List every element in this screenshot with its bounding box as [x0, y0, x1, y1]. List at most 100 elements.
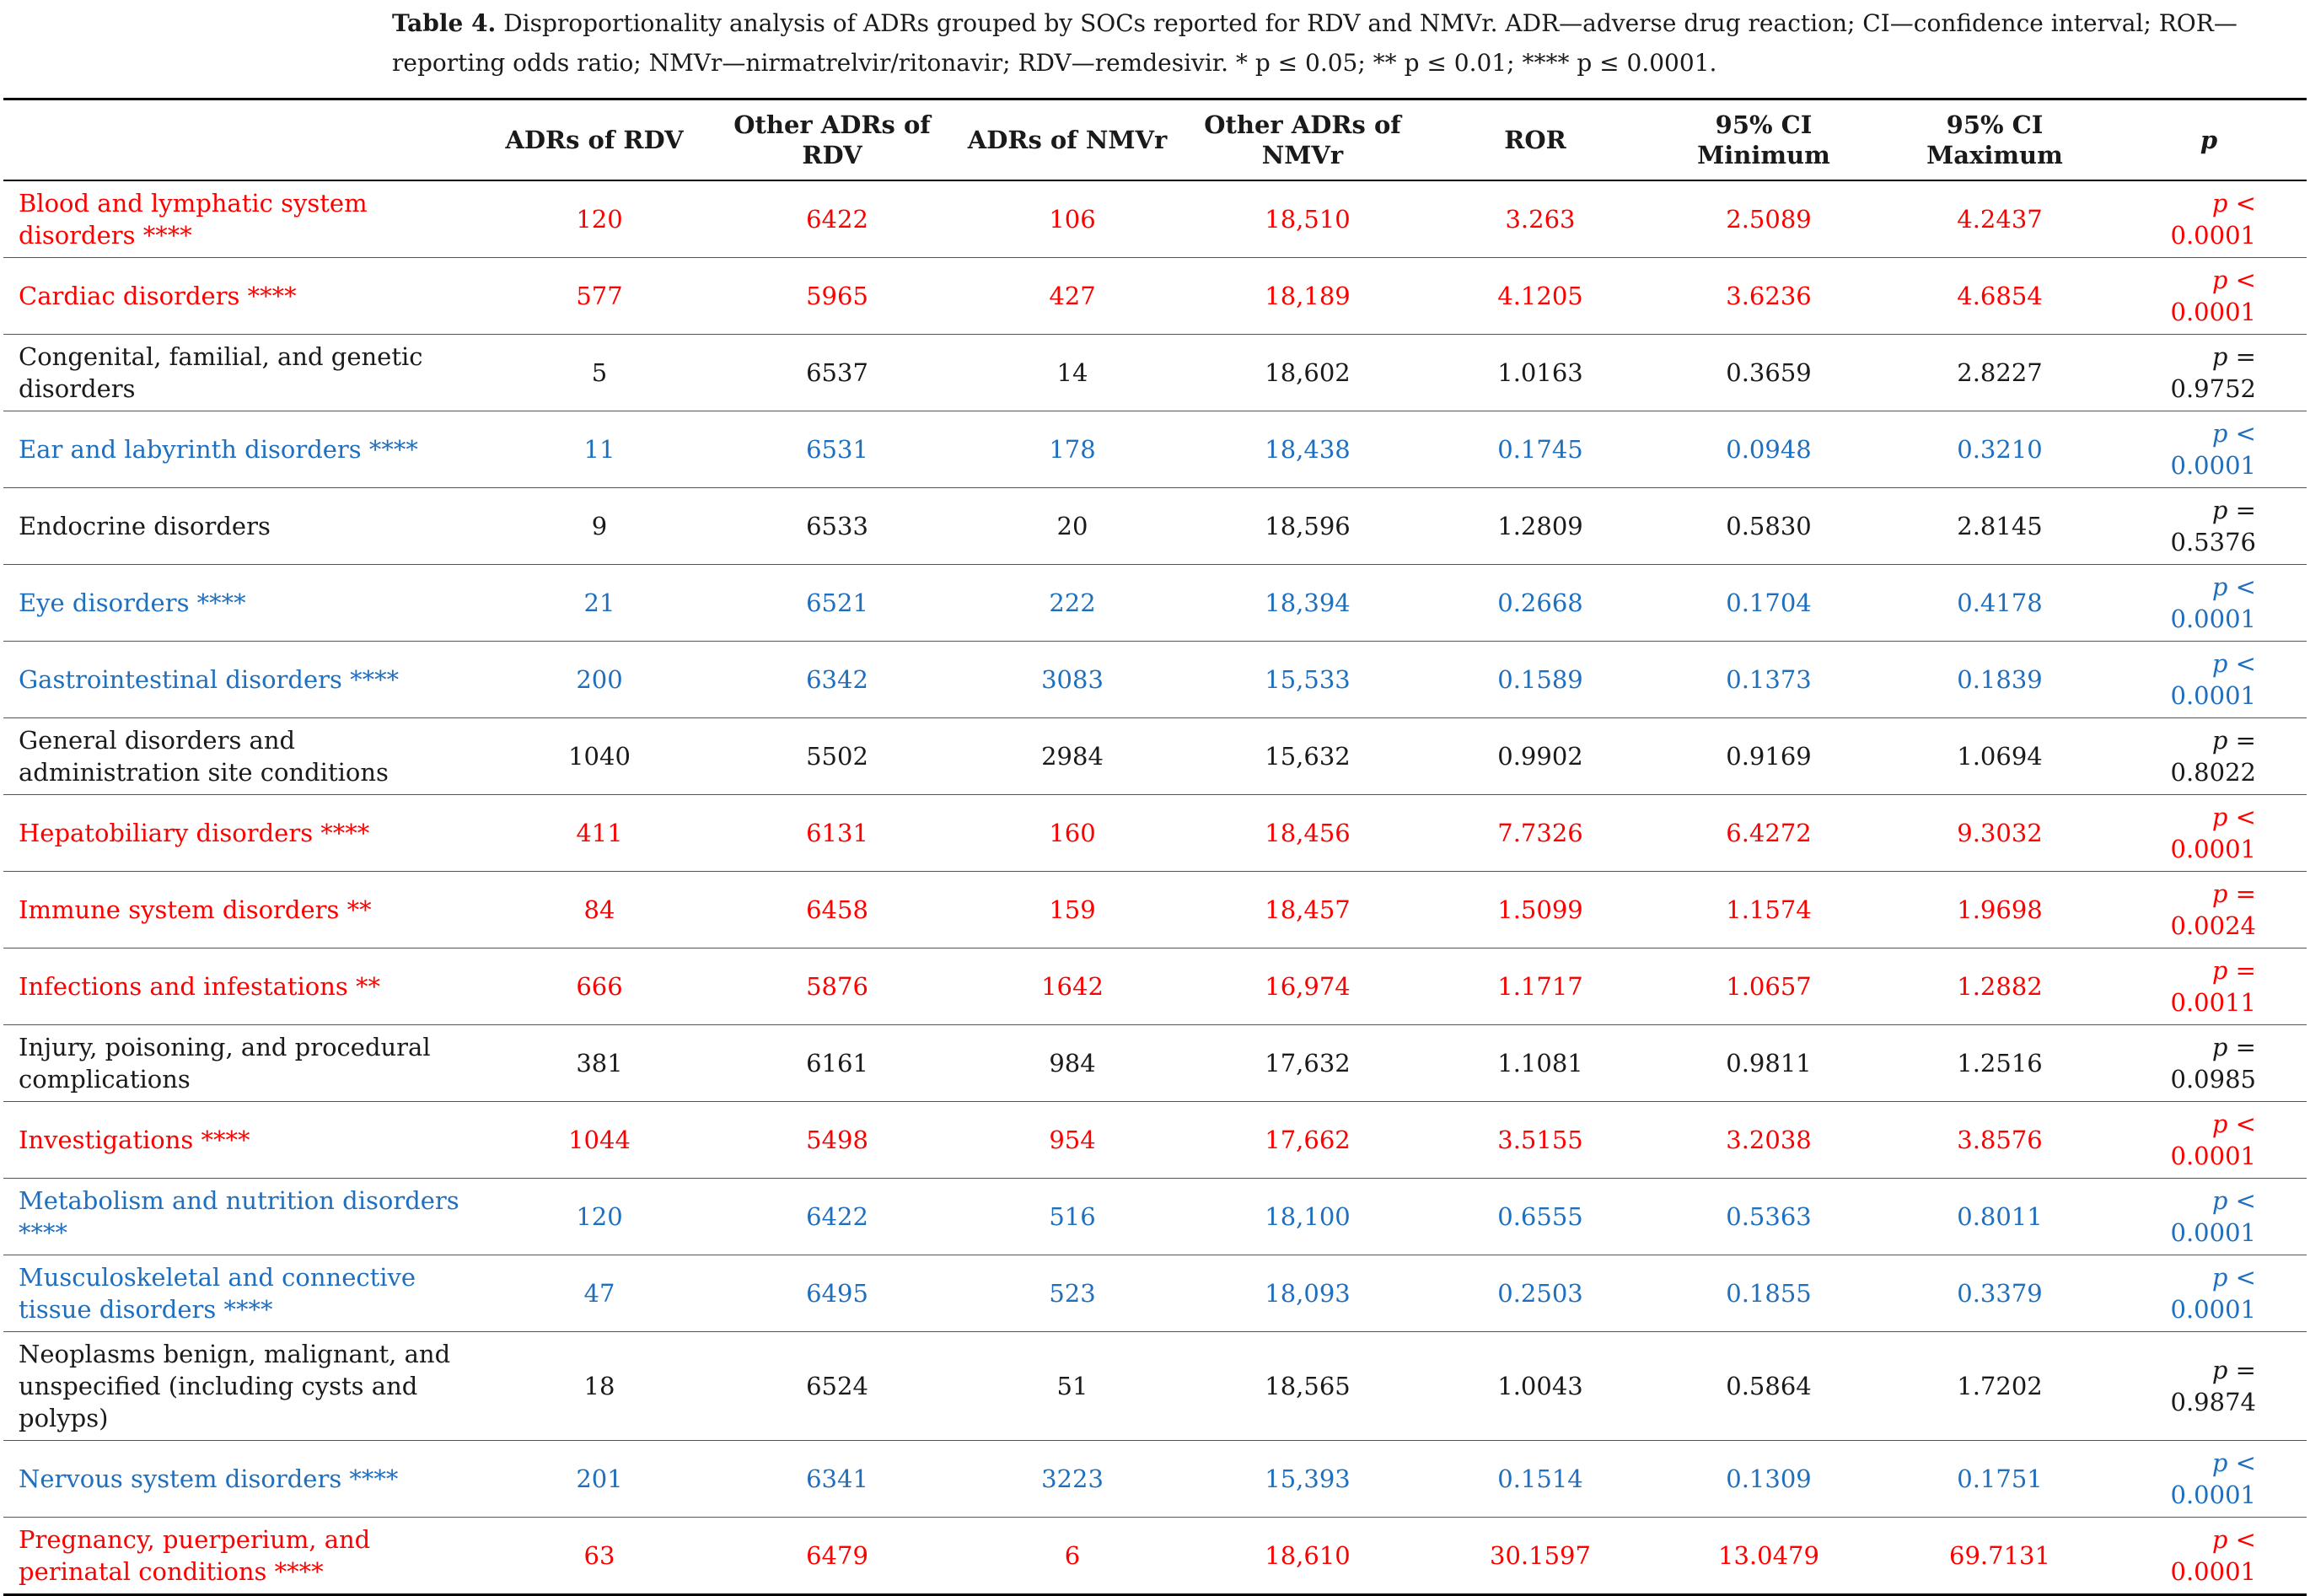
adrs-nmvr-cell: 159 [951, 872, 1184, 948]
ci-max-cell: 2.8145 [1878, 488, 2111, 565]
ci-max-cell: 0.3379 [1878, 1255, 2111, 1332]
ci-min-cell: 0.1373 [1649, 642, 1878, 718]
p-symbol: p [2212, 1110, 2228, 1138]
p-symbol: p [2212, 1525, 2228, 1554]
other-adrs-rdv-cell: 5498 [713, 1102, 951, 1179]
soc-cell: General disorders and administration sit… [3, 718, 475, 795]
other-adrs-rdv-cell: 6524 [713, 1332, 951, 1441]
ci-min-cell: 1.1574 [1649, 872, 1878, 948]
table-header: ADRs of RDV Other ADRs of RDV ADRs of NM… [3, 99, 2307, 181]
adrs-rdv-cell: 9 [475, 488, 713, 565]
adrs-rdv-cell: 5 [475, 335, 713, 411]
adrs-rdv-cell: 200 [475, 642, 713, 718]
other-adrs-nmvr-cell: 18,456 [1184, 795, 1421, 872]
caption-text: Disproportionality analysis of ADRs grou… [392, 9, 2237, 77]
ci-min-cell: 3.2038 [1649, 1102, 1878, 1179]
adrs-nmvr-cell: 3083 [951, 642, 1184, 718]
other-adrs-nmvr-cell: 18,100 [1184, 1179, 1421, 1255]
adrs-rdv-cell: 63 [475, 1518, 713, 1595]
other-adrs-nmvr-cell: 18,394 [1184, 565, 1421, 642]
adrs-nmvr-cell: 984 [951, 1025, 1184, 1102]
table-body: Blood and lymphatic system disorders ***… [3, 180, 2307, 1595]
adrs-rdv-cell: 201 [475, 1441, 713, 1518]
ci-max-cell: 0.8011 [1878, 1179, 2111, 1255]
ror-cell: 1.0163 [1421, 335, 1649, 411]
ci-max-cell: 0.1839 [1878, 642, 2111, 718]
soc-cell: Neoplasms benign, malignant, and unspeci… [3, 1332, 475, 1441]
p-symbol: p [2212, 266, 2228, 294]
p-value-cell: p < 0.0001 [2111, 180, 2307, 258]
adrs-rdv-cell: 11 [475, 411, 713, 488]
other-adrs-nmvr-cell: 18,457 [1184, 872, 1421, 948]
ci-max-cell: 0.3210 [1878, 411, 2111, 488]
other-adrs-rdv-cell: 6537 [713, 335, 951, 411]
ci-min-cell: 0.0948 [1649, 411, 1878, 488]
table-row: Blood and lymphatic system disorders ***… [3, 180, 2307, 258]
soc-cell: Endocrine disorders [3, 488, 475, 565]
table-row: Cardiac disorders **** 577 5965 427 18,189 4.… [3, 258, 2307, 335]
table-row: Endocrine disorders 9 6533 20 18,596 1.2809 0.… [3, 488, 2307, 565]
ror-cell: 0.2503 [1421, 1255, 1649, 1332]
soc-cell: Ear and labyrinth disorders **** [3, 411, 475, 488]
p-value-cell: p < 0.0001 [2111, 1179, 2307, 1255]
p-symbol: p [2212, 1186, 2228, 1215]
other-adrs-nmvr-cell: 18,596 [1184, 488, 1421, 565]
table-row: Injury, poisoning, and procedural compli… [3, 1025, 2307, 1102]
header-adrs-rdv: ADRs of RDV [475, 99, 713, 181]
p-symbol: p [2212, 1033, 2228, 1061]
adrs-nmvr-cell: 427 [951, 258, 1184, 335]
soc-cell: Injury, poisoning, and procedural compli… [3, 1025, 475, 1102]
ror-cell: 1.2809 [1421, 488, 1649, 565]
p-symbol: p [2212, 956, 2228, 985]
p-value-cell: p < 0.0001 [2111, 1518, 2307, 1595]
other-adrs-nmvr-cell: 18,602 [1184, 335, 1421, 411]
table-row: Neoplasms benign, malignant, and unspeci… [3, 1332, 2307, 1441]
soc-cell: Gastrointestinal disorders **** [3, 642, 475, 718]
ci-min-cell: 0.1855 [1649, 1255, 1878, 1332]
p-value-cell: p < 0.0001 [2111, 1255, 2307, 1332]
adrs-nmvr-cell: 2984 [951, 718, 1184, 795]
disproportionality-table-container: ADRs of RDV Other ADRs of RDV ADRs of NM… [3, 98, 2307, 1596]
p-value-cell: p = 0.8022 [2111, 718, 2307, 795]
ror-cell: 1.5099 [1421, 872, 1649, 948]
table-row: Musculoskeletal and connective tissue di… [3, 1255, 2307, 1332]
p-symbol: p [2212, 649, 2228, 678]
p-symbol: p [2212, 342, 2228, 371]
ror-cell: 0.1589 [1421, 642, 1649, 718]
soc-cell: Congenital, familial, and genetic disord… [3, 335, 475, 411]
ror-cell: 1.0043 [1421, 1332, 1649, 1441]
ci-max-cell: 1.0694 [1878, 718, 2111, 795]
adrs-rdv-cell: 381 [475, 1025, 713, 1102]
p-value-cell: p = 0.0985 [2111, 1025, 2307, 1102]
header-p: p [2111, 99, 2307, 181]
p-value-cell: p < 0.0001 [2111, 1102, 2307, 1179]
table-row: Hepatobiliary disorders **** 411 6131 160 18… [3, 795, 2307, 872]
adrs-rdv-cell: 411 [475, 795, 713, 872]
other-adrs-nmvr-cell: 18,093 [1184, 1255, 1421, 1332]
p-value-cell: p < 0.0001 [2111, 1441, 2307, 1518]
ci-max-cell: 2.8227 [1878, 335, 2111, 411]
ci-min-cell: 6.4272 [1649, 795, 1878, 872]
adrs-nmvr-cell: 160 [951, 795, 1184, 872]
adrs-nmvr-cell: 222 [951, 565, 1184, 642]
adrs-nmvr-cell: 6 [951, 1518, 1184, 1595]
table-row: Immune system disorders ** 84 6458 159 18,45… [3, 872, 2307, 948]
ci-max-cell: 3.8576 [1878, 1102, 2111, 1179]
p-symbol: p [2212, 189, 2228, 218]
p-value-cell: p = 0.0011 [2111, 948, 2307, 1025]
soc-cell: Pregnancy, puerperium, and perinatal con… [3, 1518, 475, 1595]
other-adrs-nmvr-cell: 18,189 [1184, 258, 1421, 335]
p-value-cell: p < 0.0001 [2111, 411, 2307, 488]
other-adrs-nmvr-cell: 15,632 [1184, 718, 1421, 795]
other-adrs-rdv-cell: 6521 [713, 565, 951, 642]
p-value-cell: p < 0.0001 [2111, 258, 2307, 335]
adrs-nmvr-cell: 954 [951, 1102, 1184, 1179]
ror-cell: 1.1081 [1421, 1025, 1649, 1102]
p-symbol: p [2212, 572, 2228, 601]
ror-cell: 3.263 [1421, 180, 1649, 258]
p-value-cell: p = 0.9874 [2111, 1332, 2307, 1441]
header-ror: ROR [1421, 99, 1649, 181]
ci-min-cell: 1.0657 [1649, 948, 1878, 1025]
adrs-rdv-cell: 84 [475, 872, 713, 948]
ci-max-cell: 4.6854 [1878, 258, 2111, 335]
